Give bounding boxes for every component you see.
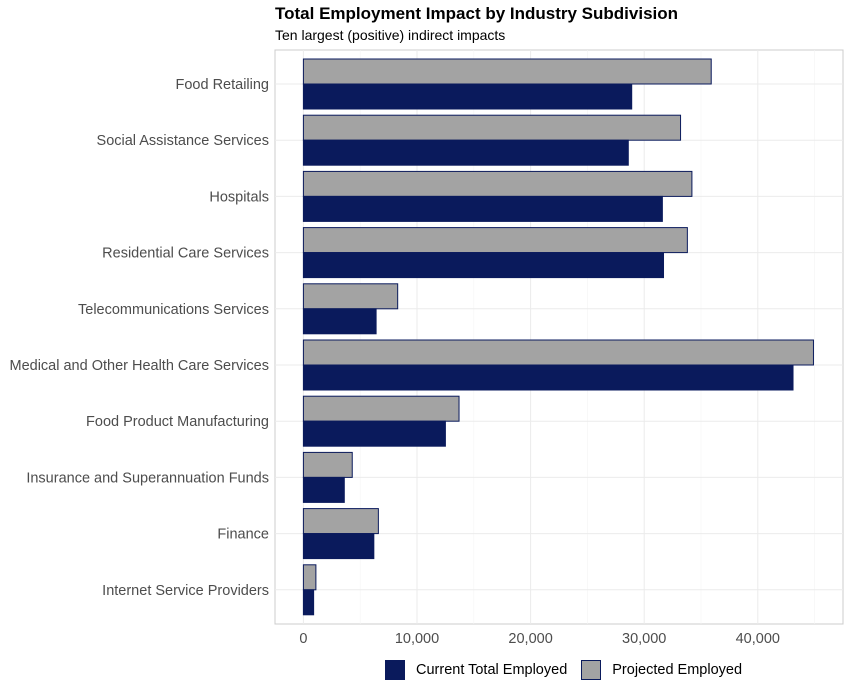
- bar-current: [302, 83, 633, 110]
- bar-current: [302, 308, 377, 335]
- bar-projected: [302, 58, 712, 85]
- bar-current: [302, 252, 665, 279]
- bar-current: [302, 420, 446, 447]
- bar-projected: [302, 339, 814, 366]
- x-tick-label: 30,000: [622, 631, 666, 647]
- category-label: Finance: [217, 527, 269, 543]
- category-label: Food Product Manufacturing: [86, 414, 269, 430]
- bar-projected: [302, 114, 682, 141]
- legend-swatch-current: [385, 660, 405, 680]
- chart-title: Total Employment Impact by Industry Subd…: [275, 4, 679, 23]
- category-label: Insurance and Superannuation Funds: [26, 470, 269, 486]
- bar-projected: [302, 283, 399, 310]
- legend-label-current: Current Total Employed: [416, 662, 568, 678]
- legend: Current Total Employed Projected Employe…: [385, 660, 756, 680]
- category-label: Social Assistance Services: [97, 133, 269, 149]
- bar-projected: [302, 564, 317, 591]
- bar-projected: [302, 227, 688, 254]
- bar-projected: [302, 395, 460, 422]
- chart-subtitle: Ten largest (positive) indirect impacts: [275, 27, 506, 43]
- legend-swatch-projected: [581, 660, 602, 680]
- category-label: Residential Care Services: [102, 246, 269, 262]
- bar-current: [302, 195, 663, 222]
- category-label: Telecommunications Services: [78, 302, 269, 318]
- plot-border: [274, 49, 844, 625]
- legend-item-projected: Projected Employed: [581, 660, 742, 680]
- bar-projected: [302, 451, 353, 478]
- bar-current: [302, 589, 315, 616]
- bar-current: [302, 364, 794, 391]
- bars: [302, 58, 814, 616]
- category-label: Hospitals: [209, 189, 269, 205]
- category-label: Medical and Other Health Care Services: [9, 358, 269, 374]
- x-tick-label: 20,000: [508, 631, 552, 647]
- bar-projected: [302, 508, 379, 535]
- x-tick-label: 10,000: [395, 631, 439, 647]
- bar-current: [302, 533, 375, 560]
- x-axis-ticks: 0 10,000 20,000 30,000 40,000: [299, 631, 780, 647]
- legend-label-projected: Projected Employed: [612, 662, 743, 678]
- category-labels: Food Retailing Social Assistance Services…: [9, 77, 269, 599]
- bar-current: [302, 476, 345, 503]
- category-label: Food Retailing: [176, 77, 270, 93]
- bar-current: [302, 139, 629, 166]
- legend-item-current: Current Total Employed: [385, 660, 567, 680]
- category-label: Internet Service Providers: [102, 583, 269, 599]
- bar-projected: [302, 170, 693, 197]
- x-tick-label: 40,000: [736, 631, 780, 647]
- x-tick-label: 0: [299, 631, 307, 647]
